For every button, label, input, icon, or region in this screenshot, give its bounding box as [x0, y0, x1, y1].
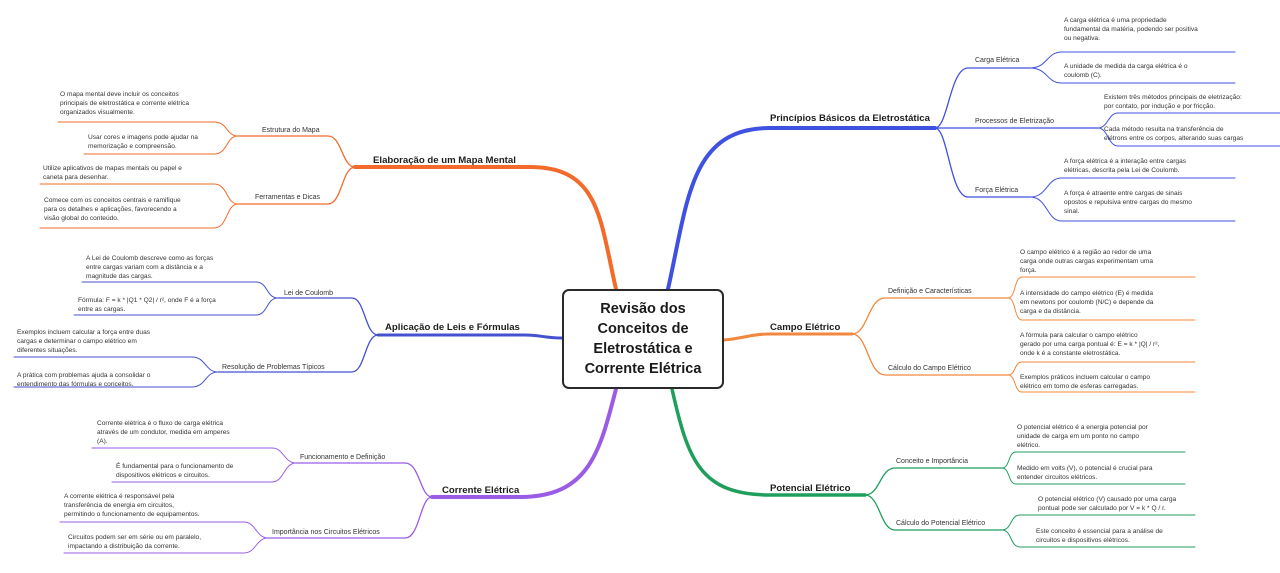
leaf-calculo-potencial-1: O potencial elétrico (V) causado por uma… [1038, 496, 1177, 512]
subtopic-coulomb[interactable]: Lei de Coulomb [284, 290, 334, 297]
link-funcionamento [295, 462, 433, 498]
leaf-estrutura-1: O mapa mental deve incluir os conceitos p… [60, 91, 190, 116]
branch-principios [666, 126, 937, 291]
branch-campo [722, 332, 854, 342]
leaf-processos-1: Existem três métodos principais de eletr… [1104, 94, 1242, 110]
leaf-carga-1: A carga elétrica é uma propriedade fundam… [1064, 17, 1198, 42]
link-carga [934, 67, 1031, 129]
central-line-3: Eletrostática e [593, 341, 693, 357]
leaf-importancia-1: A corrente elétrica é responsável pela tr… [64, 493, 200, 518]
link-forca [934, 127, 1031, 198]
leaf-importancia-2: Circuitos podem ser em série ou em paral… [68, 534, 202, 550]
link-problemas [217, 334, 379, 373]
leaf-estrutura-2: Usar cores e imagens pode ajudar na memor… [88, 134, 198, 150]
leaf-calculo-campo-1: A fórmula para calcular o campo elétrico… [1020, 332, 1160, 357]
leaf-carga-2: A unidade de medida da carga elétrica é … [1064, 63, 1188, 79]
leaf-calculo-campo-2: Exemplos práticos incluem calcular o cam… [1020, 374, 1151, 390]
link-definicao [851, 297, 1009, 335]
branch-leis [376, 333, 564, 340]
subtopic-funcionamento[interactable]: Funcionamento e Definição [300, 454, 386, 461]
subtopic-carga[interactable]: Carga Elétrica [975, 57, 1020, 64]
branch-corrente [430, 387, 618, 499]
link-coulomb [277, 297, 379, 336]
topic-potencial[interactable]: Potencial Elétrico [770, 483, 851, 494]
link-conceito [864, 467, 1003, 496]
leaf-forca-1: A força elétrica é a interação entre car… [1064, 158, 1187, 174]
subtopic-definicao[interactable]: Definição e Características [888, 288, 972, 295]
topic-campo[interactable]: Campo Elétrico [770, 322, 841, 333]
leaf-ferramentas-2: Comece com os conceitos centrais e ramif… [44, 197, 181, 222]
leaf-definicao-1: O campo elétrico é a região ao redor de … [1020, 249, 1154, 274]
leaf-problemas-1: Exemplos incluem calcular a força entre … [17, 329, 151, 354]
leaf-funcionamento-2: É fundamental para o funcionamento de dis… [116, 463, 234, 479]
subtopic-calculo-campo[interactable]: Cálculo do Campo Elétrico [888, 365, 971, 372]
central-line-4: Corrente Elétrica [584, 361, 702, 377]
subtopic-conceito[interactable]: Conceito e Importância [896, 458, 968, 465]
link-calculo-campo [851, 333, 1009, 376]
central-line-1: Revisão dos [600, 301, 686, 317]
leaf-conceito-1: O potencial elétrico é a energia potenci… [1017, 424, 1148, 449]
leaf-conceito-2: Medido em volts (V), o potencial é cruci… [1017, 465, 1153, 481]
subtopic-importancia[interactable]: Importância nos Circuitos Elétricos [272, 529, 380, 536]
topic-leis[interactable]: Aplicação de Leis e Fórmulas [385, 322, 520, 333]
leaf-definicao-2: A intensidade do campo elétrico (E) é me… [1020, 290, 1154, 315]
link-estrutura [237, 135, 356, 168]
link-importancia [267, 496, 433, 539]
leaf-coulomb-2: Fórmula: F = k * |Q1 * Q2| / r², onde F … [78, 297, 216, 313]
leaf-problemas-2: A prática com problemas ajuda a consolid… [17, 372, 151, 388]
central-line-2: Conceitos de [597, 321, 689, 337]
subtopic-ferramentas[interactable]: Ferramentas e Dicas [255, 194, 320, 201]
topic-corrente[interactable]: Corrente Elétrica [442, 485, 520, 496]
subtopic-calculo-potencial[interactable]: Cálculo do Potencial Elétrico [896, 520, 986, 527]
leaf-coulomb-1: A Lei de Coulomb descreve como as forças… [86, 255, 214, 280]
leaf-funcionamento-1: Corrente elétrica é o fluxo de carga elé… [97, 420, 230, 445]
link-ferramentas [237, 166, 356, 205]
subtopic-forca[interactable]: Força Elétrica [975, 187, 1019, 194]
subtopic-estrutura[interactable]: Estrutura do Mapa [262, 127, 320, 134]
branch-potencial [670, 387, 867, 497]
central-topic[interactable]: Revisão dos Conceitos de Eletrostática e… [562, 289, 724, 389]
leaf-forca-2: A força é atraente entre cargas de sinai… [1064, 190, 1192, 215]
branch-mapa [353, 165, 618, 291]
leaf-ferramentas-1: Utilize aplicativos de mapas mentais ou … [43, 165, 182, 181]
subtopic-processos[interactable]: Processos de Eletrização [975, 118, 1054, 125]
subtopic-problemas[interactable]: Resolução de Problemas Típicos [222, 364, 325, 371]
topic-mapa[interactable]: Elaboração de um Mapa Mental [373, 155, 516, 166]
link-calculo-potencial [864, 494, 1003, 531]
topic-principios[interactable]: Princípios Básicos da Eletrostática [770, 113, 930, 124]
leaf-processos-2: Cada método resulta na transferência de e… [1104, 126, 1244, 142]
leaf-calculo-potencial-2: Este conceito é essencial para a análise… [1036, 528, 1163, 544]
